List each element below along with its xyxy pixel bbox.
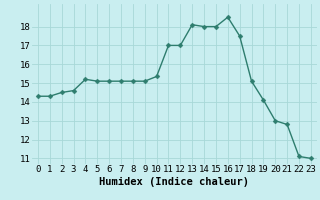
X-axis label: Humidex (Indice chaleur): Humidex (Indice chaleur) [100, 177, 249, 187]
